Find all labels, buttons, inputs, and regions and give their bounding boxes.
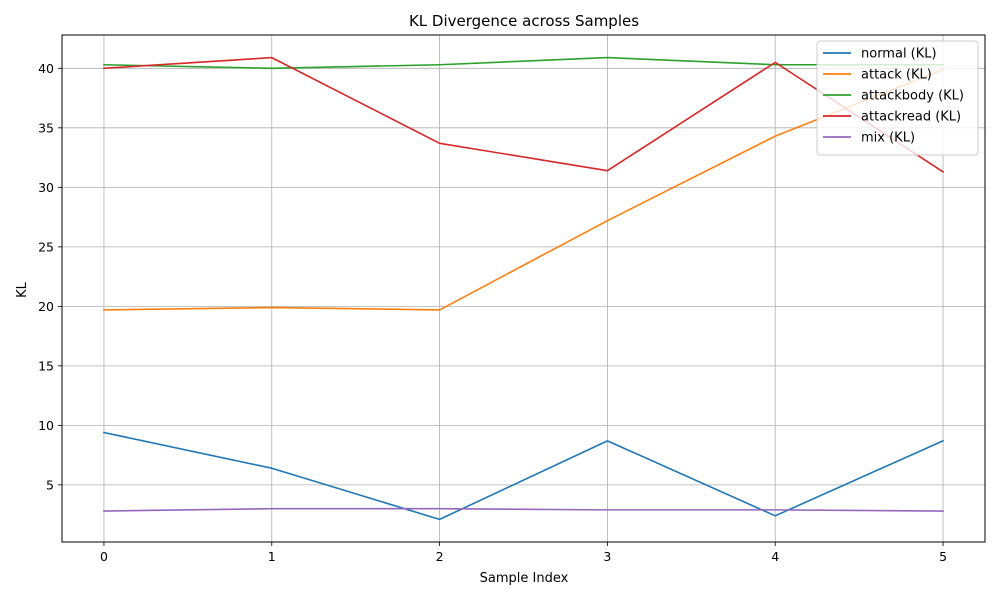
y-tick-label: 15 [38,358,54,373]
legend: normal (KL) attack (KL) attackbody (KL) att… [816,40,979,156]
series-line-mix-kl [103,507,944,512]
legend-label: normal (KL) [861,47,937,62]
series-line-attackbody-kl [103,56,944,70]
x-tick-label: 3 [603,549,611,564]
y-tick-label: 30 [38,180,54,195]
y-tick-label: 10 [38,418,54,433]
legend-label: attack (KL) [861,68,932,83]
axis-ticks: 0 1 2 3 4 5 5 10 15 20 25 30 35 40 [38,61,947,564]
y-tick-label: 5 [46,477,54,492]
series-line-attackread-kl [103,56,945,173]
x-tick-label: 5 [939,549,947,564]
legend-label: mix (KL) [861,131,915,146]
legend-box [816,40,979,156]
legend-label: attackbody (KL) [861,89,964,104]
y-tick-label: 40 [38,61,54,76]
chart-title: KL Divergence across Samples [409,12,639,30]
series-line-normal-kl [103,431,945,521]
y-axis-label: KL [15,281,30,298]
series-lines [103,56,945,521]
x-axis-label: Sample Index [480,571,569,586]
x-tick-label: 2 [436,549,444,564]
y-tick-label: 25 [38,239,54,254]
x-tick-label: 4 [771,549,779,564]
y-tick-label: 35 [38,120,54,135]
x-tick-label: 0 [100,549,108,564]
x-tick-label: 1 [268,549,276,564]
legend-label: attackread (KL) [861,110,961,125]
series-line-attack-kl [103,68,945,311]
y-tick-label: 20 [38,299,54,314]
plot-frame [61,34,986,543]
